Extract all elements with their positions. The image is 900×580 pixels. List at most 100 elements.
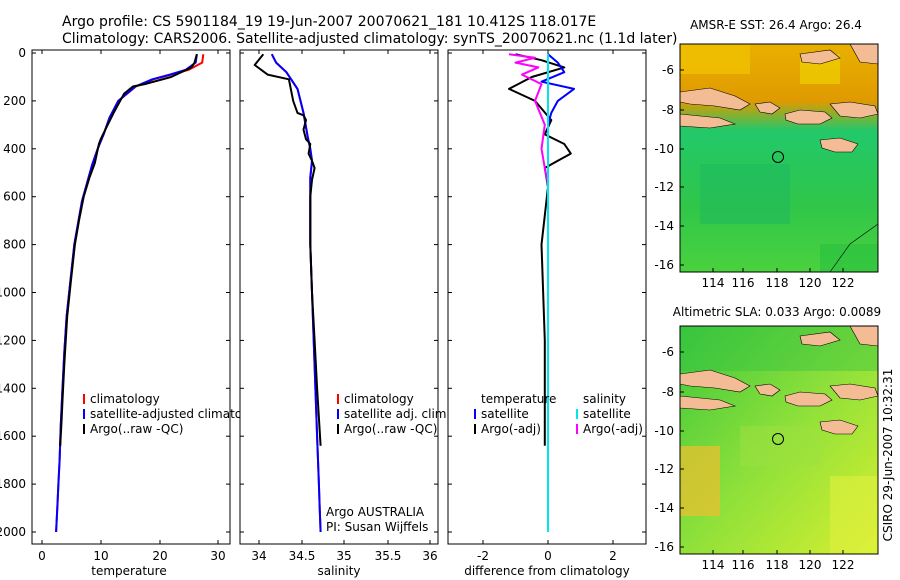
- x-tick-label: 36: [422, 549, 437, 563]
- land-mass: [819, 137, 859, 153]
- legend-label: satellite: [481, 407, 529, 421]
- land-mass: [799, 49, 841, 65]
- map-longitude-label: 118: [766, 276, 789, 290]
- x-tick-label: -2: [477, 549, 489, 563]
- legend-label: Argo(..raw -QC): [344, 422, 437, 436]
- x-tick-label: 30: [210, 549, 225, 563]
- map-latitude-label: -12: [654, 462, 674, 476]
- map-latitude-label: -6: [662, 63, 674, 77]
- sla-map-panel: Altimetric SLA: 0.033 Argo: 0.0089 114 11…: [654, 305, 881, 572]
- map-longitude-label: 122: [832, 558, 855, 572]
- land-mass: [849, 326, 878, 347]
- difference-panel: -2 0 2 difference from climatology tempera…: [447, 49, 647, 578]
- land-mass: [754, 383, 781, 397]
- x-tick-label: 35: [336, 549, 351, 563]
- land-mass: [829, 383, 878, 401]
- sst-map: [680, 44, 878, 272]
- salinity-axis-label: salinity: [317, 564, 360, 578]
- pi-label: PI: Susan Wijffels: [326, 520, 428, 534]
- map-longitude-label: 118: [766, 558, 789, 572]
- map-longitude-label: 122: [832, 276, 855, 290]
- sla-argo-position-marker: [772, 433, 784, 445]
- legend-label: Argo(-adj): [481, 422, 541, 436]
- x-tick-label: 35.5: [375, 549, 402, 563]
- temperature-tick-labels: 0 10 20 30: [32, 50, 230, 563]
- land-mass: [819, 419, 859, 435]
- legend-label: Argo(-adj): [583, 422, 643, 436]
- map-latitude-label: -8: [662, 385, 674, 399]
- salinity-plot-area: [239, 49, 439, 545]
- map-longitude-label: 114: [702, 276, 725, 290]
- x-tick-label: 10: [93, 549, 108, 563]
- map-latitude-label: -14: [654, 501, 674, 515]
- map-latitude-label: -8: [662, 103, 674, 117]
- depth-tick-label: 200: [3, 94, 26, 108]
- land-mass: [754, 101, 781, 115]
- legend-label: satellite adj. clim.: [344, 407, 450, 421]
- sst-map-title: AMSR-E SST: 26.4 Argo: 26.4: [690, 18, 862, 32]
- legend-label: climatology: [344, 392, 414, 406]
- sla-map-frame: [679, 325, 879, 555]
- legend-label: satellite: [583, 407, 631, 421]
- map-latitude-label: -10: [654, 142, 674, 156]
- depth-tick-label: 1000: [0, 286, 26, 300]
- legend-label: Argo(..raw -QC): [90, 422, 183, 436]
- sst-map-panel: AMSR-E SST: 26.4 Argo: 26.4 114 116 118 120…: [654, 18, 879, 290]
- x-tick-label: 20: [152, 549, 167, 563]
- sla-land-masses: [680, 326, 878, 435]
- x-tick-label: 0: [38, 549, 46, 563]
- difference-profiles: [508, 53, 575, 532]
- map-latitude-label: -10: [654, 424, 674, 438]
- x-tick-label: 0: [544, 549, 552, 563]
- land-mass: [784, 109, 833, 125]
- map-latitude-label: -6: [662, 345, 674, 359]
- temperature-profiles: [55, 53, 205, 533]
- sst-land-masses: [680, 44, 878, 153]
- salinity-profiles: [253, 53, 322, 533]
- temperature-plot-area: [31, 49, 231, 545]
- profile-line-satellite: [540, 53, 575, 532]
- csiro-timestamp-label: CSIRO 29-Jun-2007 10:32:31: [881, 369, 895, 542]
- profile-line-argo-raw-qc-: [59, 53, 198, 446]
- depth-tick-label: 600: [3, 190, 26, 204]
- sst-argo-position-marker: [772, 151, 784, 163]
- land-mass: [849, 44, 878, 65]
- x-tick-label: 2: [609, 549, 617, 563]
- land-mass: [680, 369, 751, 393]
- temperature-axis-label: temperature: [91, 564, 166, 578]
- map-latitude-label: -12: [654, 180, 674, 194]
- sla-map: [680, 326, 878, 554]
- map-longitude-label: 116: [732, 558, 755, 572]
- depth-tick-label: 800: [3, 238, 26, 252]
- map-latitude-label: -16: [654, 258, 674, 272]
- x-tick-label: 34.5: [289, 549, 316, 563]
- sla-map-tick-labels: 114 116 118 120 122 -6 -8 -10 -12 -14 -16: [654, 345, 854, 572]
- sst-map-tick-labels: 114 116 118 120 122 -6 -8 -10 -12 -14 -16: [654, 63, 854, 290]
- difference-axis-label: difference from climatology: [464, 564, 630, 578]
- map-latitude-label: -16: [654, 540, 674, 554]
- land-mass: [829, 101, 878, 119]
- salinity-tick-labels: 34 34.5 35 35.5 36: [240, 50, 438, 563]
- argo-program-label: Argo AUSTRALIA: [326, 505, 425, 519]
- land-mass: [784, 391, 833, 407]
- map-longitude-label: 114: [702, 558, 725, 572]
- depth-tick-label: 2000: [0, 525, 26, 539]
- map-longitude-label: 120: [799, 558, 822, 572]
- figure-title-line1: Argo profile: CS 5901184_19 19-Jun-2007 …: [62, 14, 596, 30]
- depth-tick-label: 0: [18, 46, 26, 60]
- figure-title-line2: Climatology: CARS2006. Satellite-adjuste…: [62, 31, 677, 47]
- depth-tick-label: 1800: [0, 477, 26, 491]
- depth-tick-labels: 0 200 400 600 800 1000 1200 1400 1600 1800 2000: [0, 46, 26, 539]
- temperature-panel: 0 200 400 600 800 1000 1200 1400 1600 1800 2000 0 1…: [0, 46, 268, 578]
- legend-label: climatology: [90, 392, 160, 406]
- map-latitude-label: -14: [654, 219, 674, 233]
- legend-label: salinity: [583, 392, 626, 406]
- difference-tick-labels: -2 0 2: [448, 50, 646, 563]
- sst-map-frame: [679, 43, 879, 273]
- depth-tick-label: 1400: [0, 381, 26, 395]
- land-mass: [680, 113, 737, 129]
- legend-label: temperature: [481, 392, 556, 406]
